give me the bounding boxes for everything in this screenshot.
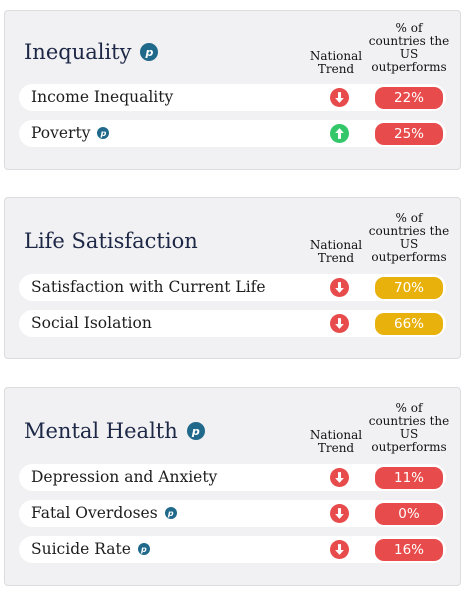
metric-row-suicide-rate[interactable]: Suicide Rate p 16% — [19, 536, 446, 563]
metric-row-satisfaction-current-life[interactable]: Satisfaction with Current Life 70% — [19, 274, 446, 301]
metric-label: Fatal Overdoses p — [31, 504, 177, 522]
trend-down-arrow-icon — [330, 278, 349, 297]
p-info-icon[interactable]: p — [186, 422, 205, 440]
percent-outperforms-header: % of countries the US outperforms — [368, 401, 450, 454]
metric-row-depression-anxiety[interactable]: Depression and Anxiety 11% — [19, 464, 446, 491]
section-title-text: Life Satisfaction — [24, 229, 198, 253]
percent-badge: 0% — [375, 503, 443, 525]
metric-row-income-inequality[interactable]: Income Inequality 22% — [19, 84, 446, 111]
section-title: Inequality p — [24, 40, 159, 64]
section-card-life-satisfaction: Life Satisfaction National Trend % of co… — [4, 197, 461, 359]
metric-label: Income Inequality — [31, 88, 174, 106]
section-title-text: Mental Health — [24, 419, 178, 443]
section-card-inequality: Inequality p National Trend % of countri… — [4, 10, 461, 170]
percent-badge: 22% — [375, 87, 443, 109]
p-info-icon[interactable]: p — [164, 507, 177, 519]
trend-down-arrow-icon — [330, 540, 349, 559]
section-card-mental-health: Mental Health p National Trend % of coun… — [4, 387, 461, 586]
metric-row-social-isolation[interactable]: Social Isolation 66% — [19, 310, 446, 337]
trend-up-arrow-icon — [330, 124, 349, 143]
metric-label: Poverty p — [31, 124, 110, 142]
percent-outperforms-header: % of countries the US outperforms — [368, 211, 450, 264]
p-info-icon[interactable]: p — [137, 543, 150, 555]
metric-label: Social Isolation — [31, 314, 152, 332]
section-title: Life Satisfaction — [24, 229, 198, 253]
percent-badge: 66% — [375, 313, 443, 335]
metric-label: Depression and Anxiety — [31, 468, 218, 486]
trend-down-arrow-icon — [330, 504, 349, 523]
trend-down-arrow-icon — [330, 468, 349, 487]
trend-down-arrow-icon — [330, 314, 349, 333]
metric-label: Suicide Rate p — [31, 540, 150, 558]
metric-label: Satisfaction with Current Life — [31, 278, 266, 296]
section-title-text: Inequality — [24, 40, 132, 64]
metric-row-fatal-overdoses[interactable]: Fatal Overdoses p 0% — [19, 500, 446, 527]
percent-outperforms-header: % of countries the US outperforms — [368, 21, 450, 74]
metric-row-poverty[interactable]: Poverty p 25% — [19, 120, 446, 147]
percent-badge: 70% — [375, 277, 443, 299]
p-info-icon[interactable]: p — [97, 127, 110, 139]
national-trend-header: National Trend — [309, 49, 363, 76]
p-info-icon[interactable]: p — [140, 43, 159, 61]
national-trend-header: National Trend — [309, 238, 363, 265]
trend-down-arrow-icon — [330, 88, 349, 107]
national-trend-header: National Trend — [309, 428, 363, 455]
section-title: Mental Health p — [24, 419, 205, 443]
percent-badge: 11% — [375, 467, 443, 489]
percent-badge: 25% — [375, 123, 443, 145]
percent-badge: 16% — [375, 539, 443, 561]
